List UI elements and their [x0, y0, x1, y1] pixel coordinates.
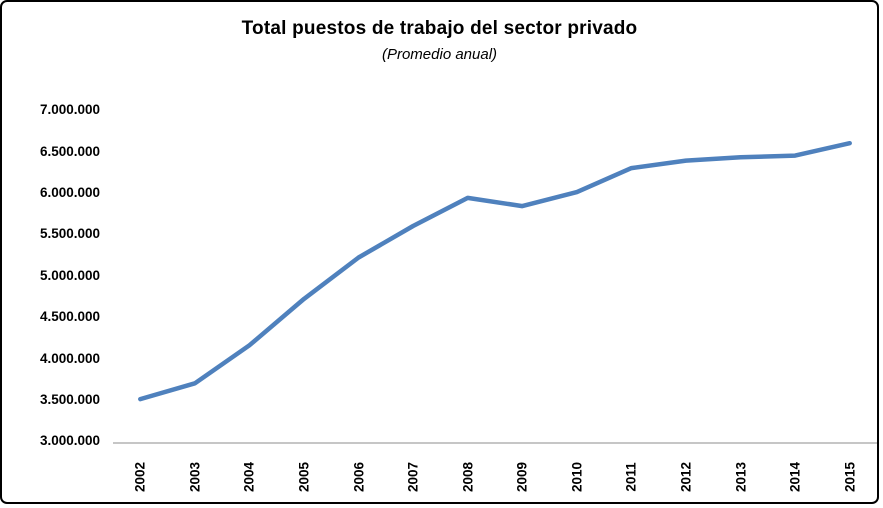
x-axis-tick-label: 2013 [733, 461, 749, 493]
x-axis-tick-label: 2004 [241, 461, 257, 493]
y-axis-tick-label: 3.000.000 [39, 433, 100, 449]
plot-area [113, 140, 877, 444]
x-axis-tick-label: 2009 [514, 461, 530, 493]
y-axis-tick-label: 6.000.000 [39, 184, 100, 200]
x-axis-tick-label: 2014 [787, 461, 803, 493]
y-axis-tick-label: 5.000.000 [39, 267, 100, 283]
x-axis-tick-label: 2002 [132, 461, 148, 493]
y-axis-tick-label: 3.500.000 [39, 391, 100, 407]
x-axis-tick-label: 2007 [405, 461, 421, 493]
y-axis-tick-label: 5.500.000 [39, 226, 100, 242]
y-axis-tick-label: 7.000.000 [39, 102, 100, 118]
x-axis-tick-label: 2010 [569, 461, 585, 493]
chart-subtitle: (Promedio anual) [381, 46, 498, 63]
x-axis-tick-label: 2006 [351, 461, 367, 493]
x-axis-tick-label: 2005 [296, 461, 312, 493]
chart-title: Total puestos de trabajo del sector priv… [241, 18, 638, 39]
y-axis-tick-label: 6.500.000 [39, 143, 100, 159]
data-line-series [138, 140, 852, 402]
y-axis-tick-label: 4.500.000 [39, 309, 100, 325]
y-axis-tick-label: 4.000.000 [39, 350, 100, 366]
x-axis-tick-label: 2015 [842, 461, 858, 493]
x-axis-tick-label: 2008 [460, 461, 476, 493]
x-axis-tick-label: 2003 [187, 461, 203, 493]
x-axis-tick-label: 2012 [678, 461, 694, 493]
x-axis-tick-label: 2011 [623, 462, 639, 492]
